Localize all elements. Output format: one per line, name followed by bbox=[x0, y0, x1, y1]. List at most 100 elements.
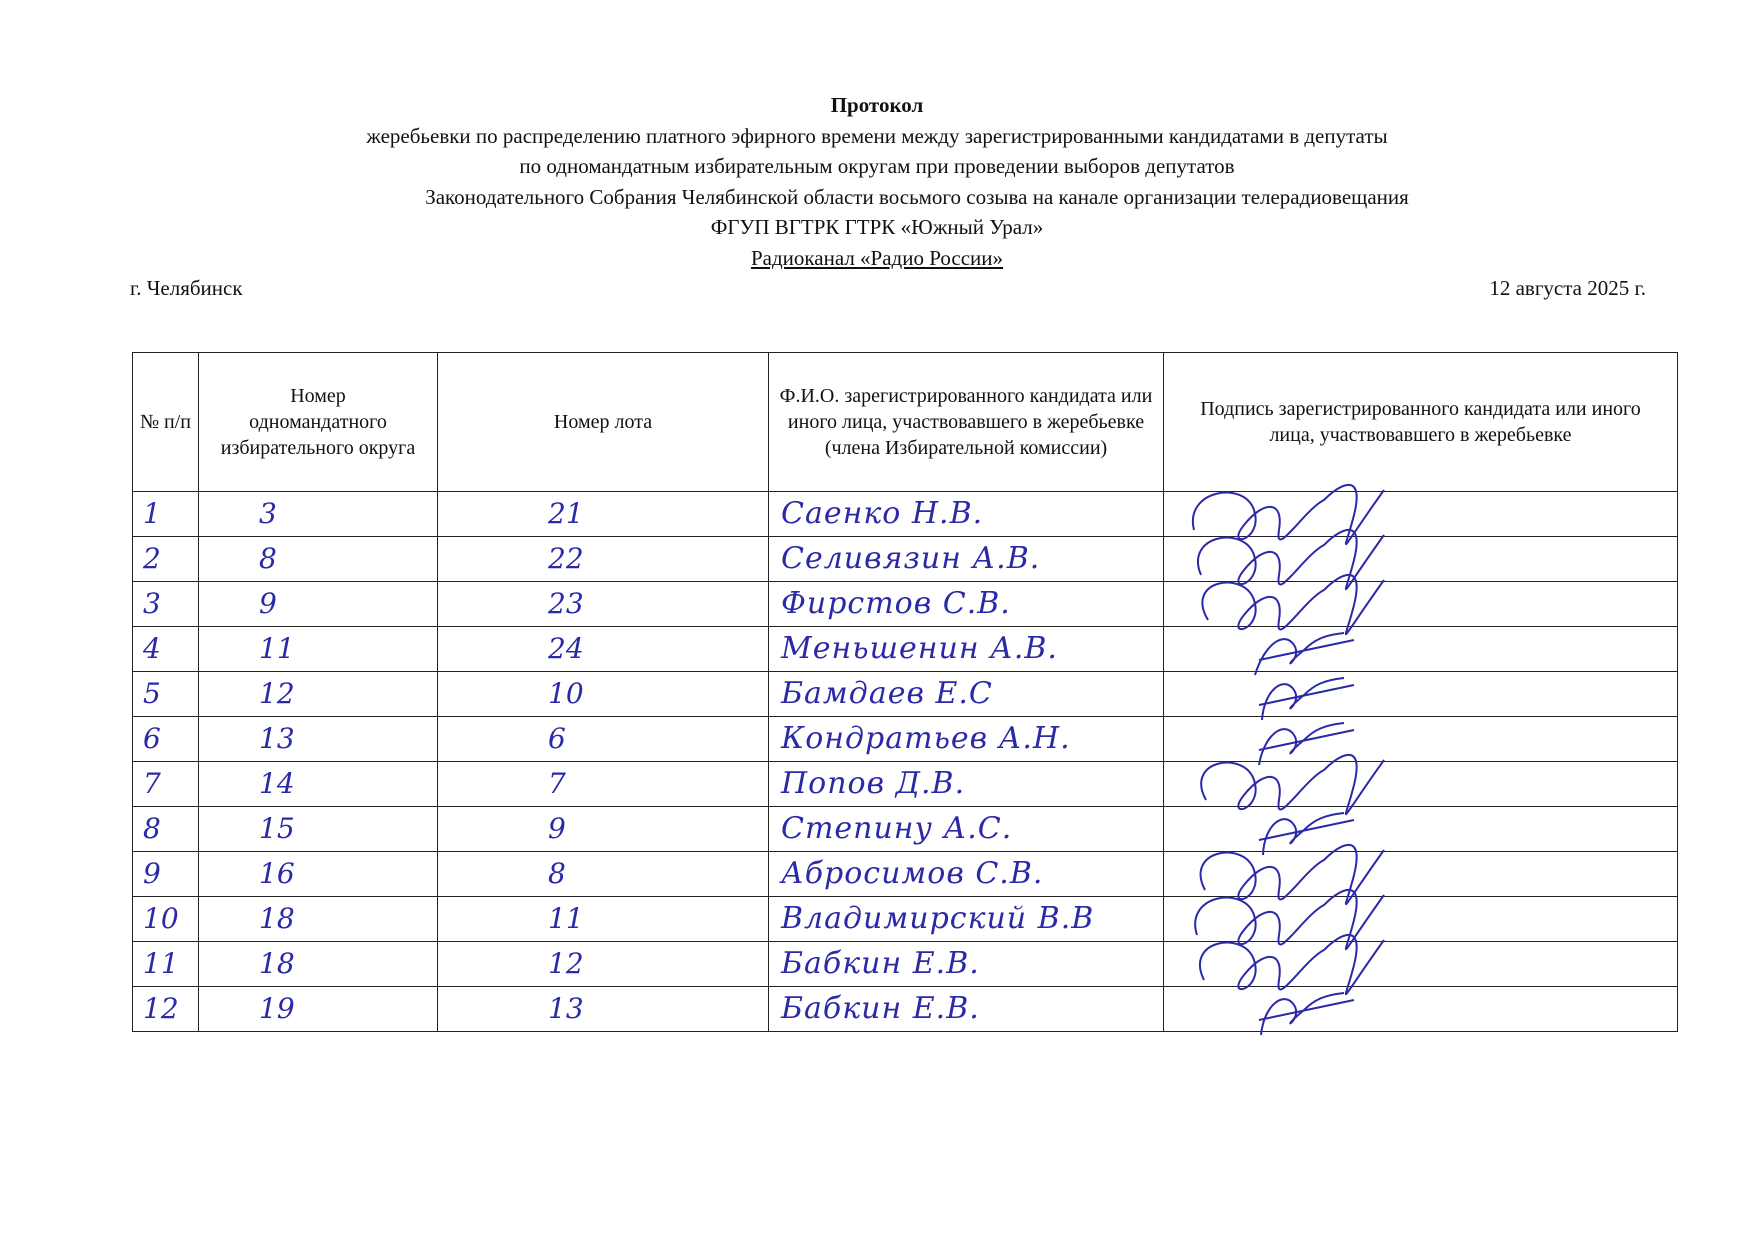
signature-stroke bbox=[1258, 992, 1355, 1036]
col-header-signature: Подпись зарегистрированного кандидата ил… bbox=[1163, 352, 1678, 492]
lot-number: 23 bbox=[437, 581, 769, 627]
signature-cell bbox=[1163, 574, 1678, 635]
candidate-name: Фирстов С.В. bbox=[768, 581, 1164, 627]
table-row: 7 14 7 Попов Д.В. bbox=[132, 754, 1678, 815]
signature-cell bbox=[1163, 671, 1678, 721]
signature-cell bbox=[1163, 844, 1678, 905]
candidate-name: Владимирский В.В bbox=[768, 896, 1164, 942]
draw-table: № п/п Номер одномандатного избирательног… bbox=[132, 352, 1678, 1036]
handwritten-signature bbox=[1197, 529, 1385, 590]
okrug-number: 16 bbox=[198, 851, 438, 897]
lot-number: 8 bbox=[437, 851, 769, 897]
handwritten-signature bbox=[1191, 484, 1385, 545]
okrug-number: 11 bbox=[198, 626, 438, 672]
subtitle-line-3: Законодательного Собрания Челябинской об… bbox=[425, 185, 1409, 209]
candidate-name: Бабкин Е.В. bbox=[768, 941, 1164, 987]
table-row: 8 15 9 Степину А.С. bbox=[132, 806, 1678, 856]
table-header-row: № п/п Номер одномандатного избирательног… bbox=[132, 352, 1678, 492]
okrug-number: 12 bbox=[198, 671, 438, 717]
signature-cell bbox=[1163, 484, 1678, 545]
row-number: 8 bbox=[132, 806, 199, 852]
signature-stroke bbox=[1201, 574, 1385, 635]
okrug-number: 18 bbox=[198, 896, 438, 942]
row-number: 2 bbox=[132, 536, 199, 582]
table-row: 6 13 6 Кондратьев А.Н. bbox=[132, 716, 1678, 766]
handwritten-signature bbox=[1199, 844, 1385, 905]
subtitle-line-4: ФГУП ВГТРК ГТРК «Южный Урал» bbox=[710, 215, 1044, 239]
row-number: 12 bbox=[132, 986, 199, 1032]
candidate-name: Саенко Н.В. bbox=[768, 491, 1164, 537]
signature-stroke bbox=[1199, 844, 1385, 905]
signature-cell bbox=[1163, 986, 1678, 1036]
handwritten-signature bbox=[1258, 992, 1355, 1036]
row-number: 4 bbox=[132, 626, 199, 672]
okrug-number: 9 bbox=[198, 581, 438, 627]
lot-number: 11 bbox=[437, 896, 769, 942]
signature-cell bbox=[1163, 806, 1678, 856]
subtitle-line-2: по одномандатным избирательным округам п… bbox=[519, 154, 1235, 178]
lot-number: 22 bbox=[437, 536, 769, 582]
signature-stroke bbox=[1191, 484, 1385, 545]
signature-stroke bbox=[1200, 754, 1385, 815]
candidate-name: Попов Д.В. bbox=[768, 761, 1164, 807]
row-number: 6 bbox=[132, 716, 199, 762]
lot-number: 7 bbox=[437, 761, 769, 807]
row-number: 5 bbox=[132, 671, 199, 717]
signature-stroke bbox=[1258, 812, 1355, 856]
table-row: 12 19 13 Бабкин Е.В. bbox=[132, 986, 1678, 1036]
handwritten-signature bbox=[1258, 722, 1355, 766]
okrug-number: 19 bbox=[198, 986, 438, 1032]
table-row: 11 18 12 Бабкин Е.В. bbox=[132, 934, 1678, 995]
table-row: 4 11 24 Меньшенин А.В. bbox=[132, 626, 1678, 676]
signature-cell bbox=[1163, 716, 1678, 766]
candidate-name: Абросимов С.В. bbox=[768, 851, 1164, 897]
handwritten-signature bbox=[1199, 934, 1385, 995]
table-row: 3 9 23 Фирстов С.В. bbox=[132, 574, 1678, 635]
candidate-name: Бамдаев Е.С bbox=[768, 671, 1164, 717]
handwritten-signature bbox=[1200, 754, 1385, 815]
candidate-name: Селивязин А.В. bbox=[768, 536, 1164, 582]
table-row: 10 18 11 Владимирский В.В bbox=[132, 889, 1678, 950]
signature-stroke bbox=[1254, 632, 1355, 676]
table-row: 5 12 10 Бамдаев Е.С bbox=[132, 671, 1678, 721]
lot-number: 24 bbox=[437, 626, 769, 672]
channel-name-text: Радиоканал «Радио России» bbox=[750, 246, 1004, 270]
handwritten-signature bbox=[1194, 889, 1385, 950]
lot-number: 13 bbox=[437, 986, 769, 1032]
col-header-lot: Номер лота bbox=[437, 352, 769, 492]
row-number: 9 bbox=[132, 851, 199, 897]
okrug-number: 15 bbox=[198, 806, 438, 852]
okrug-number: 8 bbox=[198, 536, 438, 582]
signature-stroke bbox=[1199, 934, 1385, 995]
col-header-okrug: Номер одномандатного избирательного окру… bbox=[198, 352, 438, 492]
col-header-fio: Ф.И.О. зарегистрированного кандидата или… bbox=[768, 352, 1164, 492]
signature-stroke bbox=[1197, 529, 1385, 590]
handwritten-signature bbox=[1201, 574, 1385, 635]
lot-number: 12 bbox=[437, 941, 769, 987]
signature-cell bbox=[1163, 754, 1678, 815]
city: г. Челябинск bbox=[130, 276, 243, 300]
candidate-name: Кондратьев А.Н. bbox=[768, 716, 1164, 762]
signature-stroke bbox=[1258, 677, 1355, 721]
table-row: 9 16 8 Абросимов С.В. bbox=[132, 844, 1678, 905]
subtitle-line-1: жеребьевки по распределению платного эфи… bbox=[366, 124, 1388, 148]
signature-stroke bbox=[1258, 722, 1355, 766]
row-number: 3 bbox=[132, 581, 199, 627]
candidate-name: Меньшенин А.В. bbox=[768, 626, 1164, 672]
row-number: 7 bbox=[132, 761, 199, 807]
okrug-number: 18 bbox=[198, 941, 438, 987]
row-number: 1 bbox=[132, 491, 199, 537]
candidate-name: Степину А.С. bbox=[768, 806, 1164, 852]
table-row: 1 3 21 Саенко Н.В. bbox=[132, 484, 1678, 545]
row-number: 10 bbox=[132, 896, 199, 942]
document-title: Протокол bbox=[830, 93, 924, 117]
okrug-number: 3 bbox=[198, 491, 438, 537]
lot-number: 10 bbox=[437, 671, 769, 717]
signature-stroke bbox=[1194, 889, 1385, 950]
row-number: 11 bbox=[132, 941, 199, 987]
handwritten-signature bbox=[1258, 812, 1355, 856]
lot-number: 9 bbox=[437, 806, 769, 852]
date: 12 августа 2025 г. bbox=[1489, 276, 1646, 300]
col-header-number: № п/п bbox=[132, 352, 199, 492]
signature-cell bbox=[1163, 934, 1678, 995]
